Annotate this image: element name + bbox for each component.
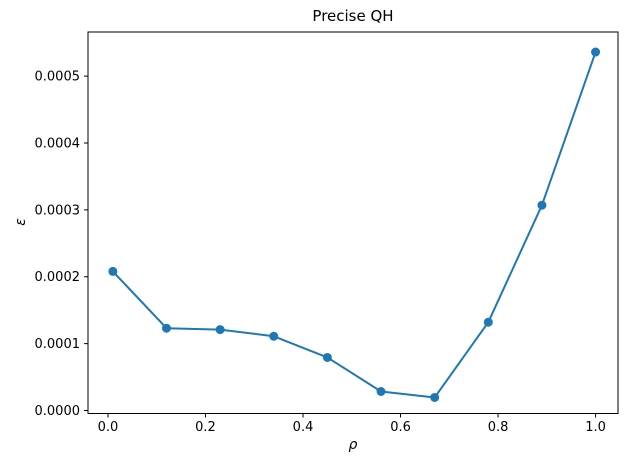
data-point <box>537 200 547 210</box>
x-tick-label: 0.2 <box>195 420 216 435</box>
data-point <box>376 386 386 396</box>
data-point <box>162 323 172 333</box>
y-axis: 0.0000 0.0001 0.0002 0.0003 0.0004 0.0005 <box>35 70 88 419</box>
data-point <box>322 352 332 362</box>
data-point <box>108 266 118 276</box>
x-tick-label: 0.8 <box>488 420 509 435</box>
data-point <box>269 331 279 341</box>
plot-frame <box>87 31 619 414</box>
data-series <box>108 47 601 402</box>
x-tick-label: 1.0 <box>585 420 606 435</box>
chart-title: Precise QH <box>312 7 393 25</box>
y-tick-label: 0.0000 <box>35 404 81 419</box>
data-point <box>215 325 225 335</box>
axes-spines <box>87 31 619 414</box>
series-line <box>111 51 597 399</box>
x-tick-label: 0.0 <box>98 420 119 435</box>
y-axis-label: ε <box>13 218 29 226</box>
y-tick-label: 0.0002 <box>35 270 81 285</box>
y-tick-label: 0.0001 <box>35 337 81 352</box>
x-axis: 0.0 0.2 0.4 0.6 0.8 1.0 <box>98 413 606 435</box>
data-point <box>430 392 440 402</box>
data-point <box>483 317 493 327</box>
x-tick-label: 0.4 <box>293 420 314 435</box>
x-tick-label: 0.6 <box>390 420 411 435</box>
data-point <box>591 47 601 57</box>
x-axis-label: ρ <box>349 437 358 453</box>
y-tick-label: 0.0004 <box>35 137 81 152</box>
y-tick-label: 0.0003 <box>35 203 81 218</box>
y-tick-label: 0.0005 <box>35 70 81 85</box>
